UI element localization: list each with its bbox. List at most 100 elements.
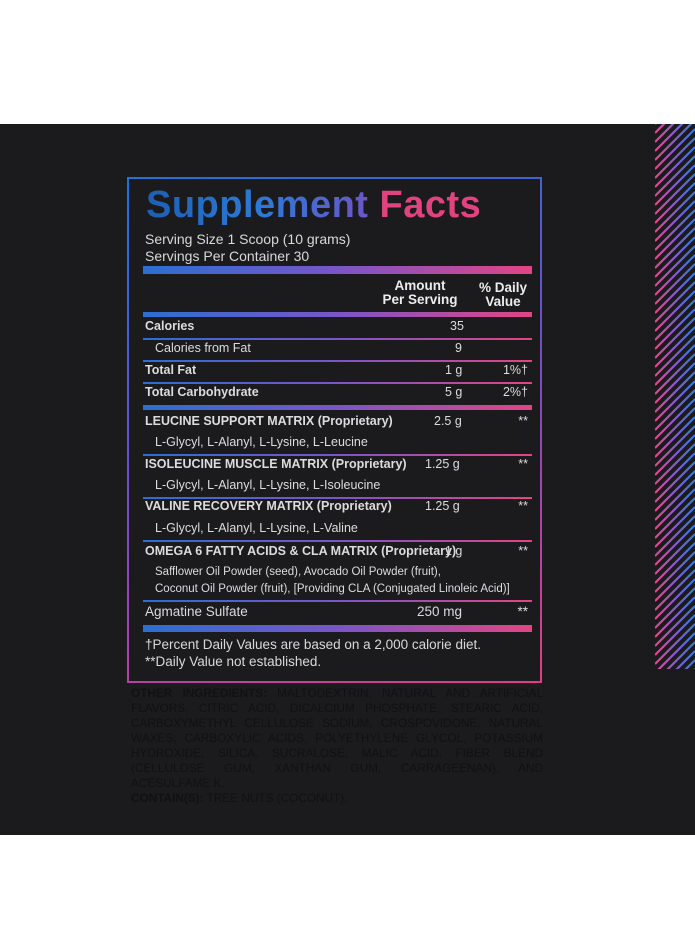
other-ingredients-block: OTHER INGREDIENTS: MALTODEXTRIN, NATURAL… [131,686,543,806]
stripe-line [655,124,666,134]
row-divider [143,600,532,602]
stripe-line [655,407,695,449]
stripe-line [655,209,695,251]
stripe-line [655,173,695,215]
stripe-line [655,200,695,242]
stripe-line [655,263,695,305]
stripe-line [655,362,695,404]
contains: CONTAIN(S): TREE NUTS (COCONUT). [131,791,543,806]
contains-text: TREE NUTS (COCONUT). [203,791,348,805]
stripe-line [655,236,695,278]
title-facts: Facts [379,184,482,226]
row-divider [143,360,532,362]
stripe-line [655,191,695,233]
other-ingredients-key: OTHER INGREDIENTS: [131,686,268,700]
stripe-line [655,353,695,395]
footnote-not-established: **Daily Value not established. [145,654,322,669]
stripe-line [655,308,695,350]
ingredient-amount: 1.25 g [425,499,460,513]
dv-header-line2: Value [485,294,521,309]
dv-header-line1: % Daily [478,280,528,295]
amount-header-line2: Per Serving [382,292,458,307]
stripe-line [655,434,695,476]
stripe-line [655,515,695,557]
ingredient-daily-value: ** [517,604,528,619]
stripe-line [655,128,695,170]
ingredient-amount: 1 g [445,544,463,558]
row-divider [143,338,532,340]
ingredient-daily-value: ** [518,457,528,471]
stripe-line [655,425,695,467]
ingredient-name: LEUCINE SUPPORT MATRIX (Proprietary) [145,414,393,428]
ingredient-components: L-Glycyl, L-Alanyl, L-Lysine, L-Leucine [155,435,368,449]
stripe-line [655,578,695,620]
stripe-line [655,155,695,197]
stripe-line [655,443,695,485]
stripe-line [655,326,695,368]
amount-header-line1: Amount [394,278,446,293]
ingredient-name: Agmatine Sulfate [145,604,248,619]
other-ingredients-text: MALTODEXTRIN, NATURAL AND ARTIFICIAL FLA… [131,686,544,790]
nutrient-amount: 5 g [445,385,463,399]
nutrient-amount: 35 [450,319,464,333]
stripe-line [655,614,695,656]
stripe-line [655,344,695,386]
supplement-facts-title: Supplement Facts [146,184,481,227]
stripe-line [655,560,695,602]
ingredient-amount: 1.25 g [425,457,460,471]
ingredient-amount: 2.5 g [434,414,462,428]
stripe-line [655,389,695,431]
stripe-line [655,623,695,665]
supplement-facts-box: Supplement Facts Serving Size 1 Scoop (1… [127,177,542,683]
row-divider [143,382,532,384]
stripe-line [655,605,695,647]
nutrient-name: Total Carbohydrate [145,385,259,399]
label-panel: Supplement Facts Serving Size 1 Scoop (1… [0,124,695,835]
stripe-line [655,488,695,530]
ingredient-daily-value: ** [518,414,528,428]
row-divider [143,540,532,542]
stripe-line [655,587,695,629]
stripe-line [655,317,695,359]
stripe-line [684,659,695,669]
nutrient-daily-value: 2%† [502,385,528,399]
title-supplement: Supplement [146,184,369,226]
nutrient-name: Calories [145,319,195,333]
stripe-line [655,227,695,269]
ingredient-amount: 250 mg [417,604,463,619]
stripe-line [655,452,695,494]
stripe-line [655,569,695,611]
stripe-line [655,416,695,458]
ingredient-name: ISOLEUCINE MUSCLE MATRIX (Proprietary) [145,457,407,471]
section-bar [143,405,532,410]
stripe-line [655,506,695,548]
stripe-line [655,479,695,521]
stripe-line [655,470,695,512]
footnote-daily-values: †Percent Daily Values are based on a 2,0… [145,637,481,652]
nutrient-name: Total Fat [145,363,197,377]
ingredient-name: VALINE RECOVERY MATRIX (Proprietary) [145,499,392,513]
stripe-line [655,124,684,152]
stripe-line [655,533,695,575]
stripe-line [655,299,695,341]
header-bar [143,266,532,274]
stripe-line [655,551,695,593]
stripe-line [675,650,695,669]
stripe-line [655,371,695,413]
stripe-line [655,524,695,566]
nutrient-amount: 1 g [445,363,463,377]
stripe-line [655,137,695,179]
stripe-line [655,164,695,206]
stripe-line [655,272,695,314]
ingredient-components: Safflower Oil Powder (seed), Avocado Oil… [155,566,441,578]
stripe-line [655,146,695,188]
stripe-line [655,245,695,287]
other-ingredients: OTHER INGREDIENTS: MALTODEXTRIN, NATURAL… [131,686,543,791]
nutrient-amount: 9 [455,341,462,355]
serving-size: Serving Size 1 Scoop (10 grams) [145,231,351,247]
stripe-line [655,497,695,539]
ingredient-components: L-Glycyl, L-Alanyl, L-Lysine, L-Valine [155,521,358,535]
ingredient-daily-value: ** [518,544,528,558]
nutrient-name: Calories from Fat [155,341,251,355]
stripe-line [655,254,695,296]
